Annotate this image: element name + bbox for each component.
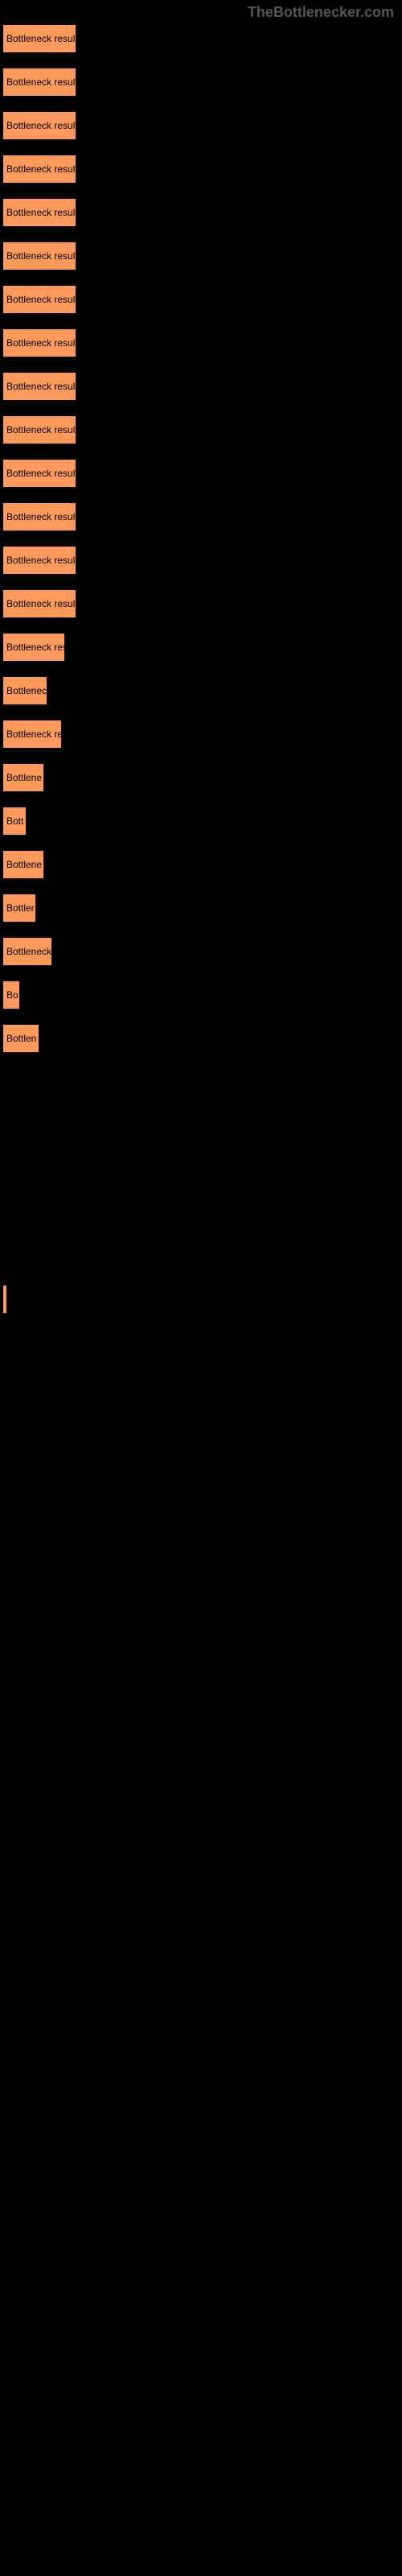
bar-row: Bottleneck result [2,546,402,589]
bar-row [2,1111,402,1154]
bar-row: Bottlene [2,850,402,894]
bar-row: Bottleneck result [2,242,402,285]
bar: Bottlene [2,850,44,879]
bar: Bottler [2,894,36,923]
bar-row: Bottleneck result [2,328,402,372]
bar-row: Bottleneck result [2,589,402,633]
bar-row: Bottleneck result [2,155,402,198]
bar: Bottleneck result [2,328,76,357]
bar-row: Bottleneck res [2,633,402,676]
bar-row: Bottleneck result [2,111,402,155]
bar-row: Bottlene [2,763,402,807]
bar: Bottleneck result [2,111,76,140]
bar-row: Bottleneck result [2,372,402,415]
bar-row: Bottleneck result [2,198,402,242]
bar-row: Bo [2,980,402,1024]
bar: Bottleneck result [2,459,76,488]
bar: Bottleneck result [2,24,76,53]
bar-row: Bottleneck result [2,285,402,328]
bar: Bottleneck result [2,242,76,270]
bar-row: Bottleneck result [2,459,402,502]
bar: Bottleneck result [2,372,76,401]
bar-row [2,1198,402,1241]
bar-row [2,1285,402,1328]
chart-container: Bottleneck result Bottleneck result Bottle… [0,0,402,1328]
bar: Bottleneck result [2,285,76,314]
bar: Bottleneck re [2,720,62,749]
bar-row: Bottlen [2,1024,402,1067]
bar: Bottleneck result [2,415,76,444]
bar-row: Bottleneck [2,937,402,980]
watermark: TheBottlenecker.com [248,4,394,21]
bar: Bottleneck result [2,589,76,618]
bar-row: Bottleneck re [2,720,402,763]
bar: Bottleneck result [2,68,76,97]
bar-row [2,1154,402,1198]
bar: Bottlenec [2,676,47,705]
bar-row: Bottleneck result [2,24,402,68]
bar: Bott [2,807,27,836]
bar: Bottleneck result [2,155,76,184]
bar: Bottlene [2,763,44,792]
bar-row: Bott [2,807,402,850]
bar: Bo [2,980,20,1009]
bar-row: Bottleneck result [2,415,402,459]
bar-row: Bottleneck result [2,502,402,546]
bar-row: Bottler [2,894,402,937]
bar-row [2,1241,402,1285]
bar-row: Bottleneck result [2,68,402,111]
bar: Bottleneck [2,937,52,966]
bar [2,1285,7,1314]
bar: Bottleneck res [2,633,65,662]
bar: Bottleneck result [2,546,76,575]
bar: Bottleneck result [2,198,76,227]
bar-row [2,1067,402,1111]
bar: Bottlen [2,1024,39,1053]
bar: Bottleneck result [2,502,76,531]
bar-row: Bottlenec [2,676,402,720]
